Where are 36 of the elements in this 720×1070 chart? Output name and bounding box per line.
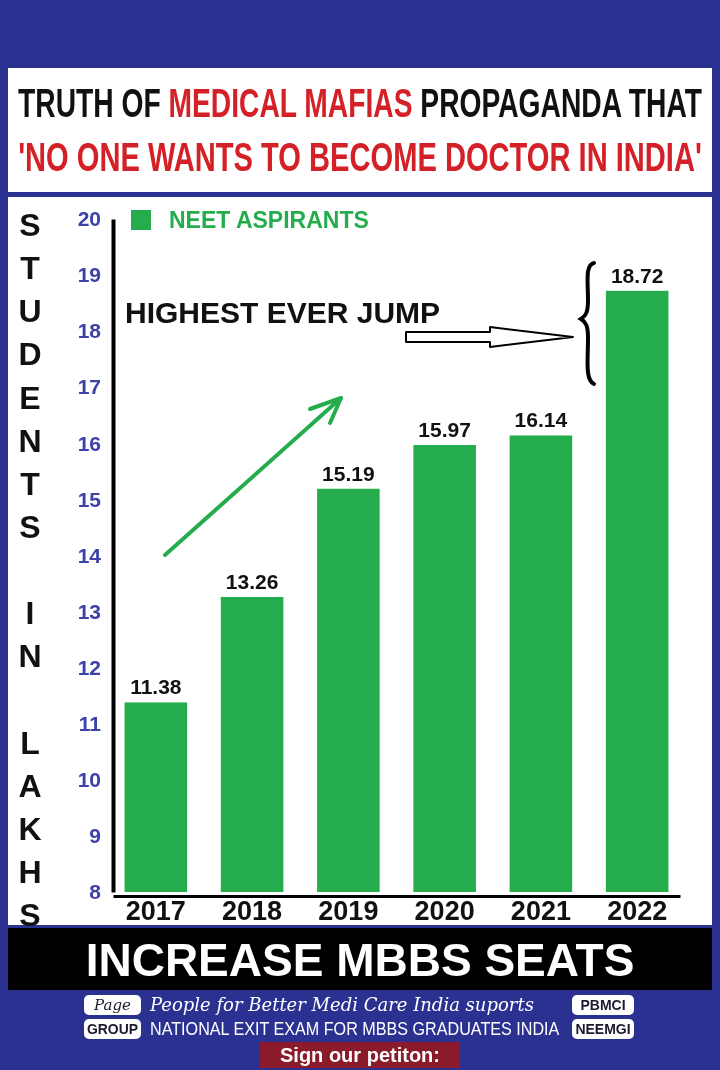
text: NATIONAL EXIT EXAM FOR MBBS GRADUATES INDIA [150,1019,561,1040]
text: Page [93,996,132,1015]
data-label: 16.14 [514,408,568,432]
y-tick-label: 12 [77,655,101,679]
text: INCREASE MBBS SEATS [85,933,635,986]
y-tick-label: 14 [77,543,102,567]
y-tick-label: 16 [77,431,101,455]
y-tick-label: 20 [77,207,101,231]
y-tick-label: 9 [89,824,101,848]
y-tick-label: 18 [77,319,102,343]
x-tick-label: 2017 [125,896,186,927]
data-label: 15.97 [418,418,471,442]
y-tick-label: 13 [77,599,101,623]
x-tick-label: 2019 [318,896,379,927]
legend-label: NEET ASPIRANTS [169,207,369,233]
text: Sign our petiton: [280,1044,440,1067]
chart-subtitle: 'NO ONE WANTS TO BECOME DOCTOR IN INDIA' [18,134,702,179]
text: PBMCI [580,997,626,1014]
y-tick-label: 19 [77,263,101,287]
y-tick-label: 11 [78,711,102,735]
y-tick-label: 15 [77,487,102,511]
y-tick-label: 17 [77,375,101,399]
data-label: 13.26 [225,570,279,593]
annotation: HIGHEST EVER JUMP [125,296,441,329]
x-tick-label: 2021 [510,896,571,927]
chart-title: TRUTH OF MEDICAL MAFIAS PROPAGANDA THAT [18,81,702,126]
data-label: 18.72 [610,263,664,287]
x-tick-label: 2020 [414,896,475,927]
text: People for Better Medi Care India suports [149,994,534,1015]
x-tick-label: 2022 [607,896,668,927]
y-tick-label: 10 [77,768,101,792]
y-tick-label: 8 [89,880,102,904]
data-label: 11.38 [130,675,182,699]
data-label: 15.19 [322,461,375,485]
x-tick-label: 2018 [222,896,283,927]
text: STUDENTS IN LAKHS [18,207,42,933]
